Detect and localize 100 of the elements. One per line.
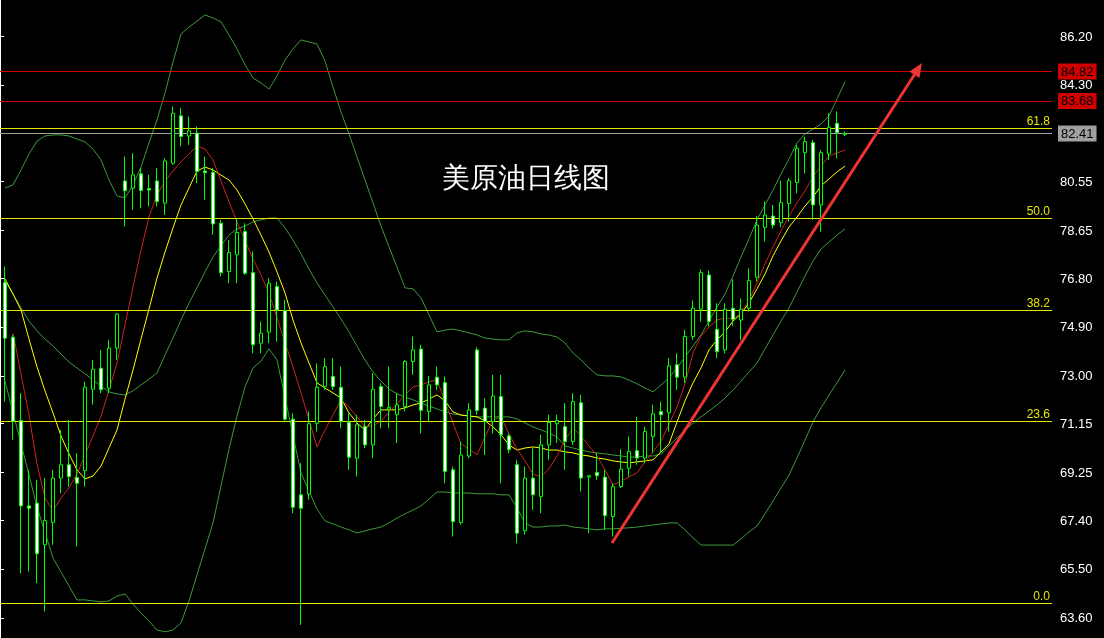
candlestick xyxy=(11,334,15,441)
candlestick xyxy=(587,474,591,534)
candlestick xyxy=(371,372,375,459)
candlestick xyxy=(603,469,607,531)
candlestick xyxy=(395,392,399,444)
y-tick-label: 84.30 xyxy=(1060,77,1093,93)
candlestick xyxy=(131,152,135,211)
candlestick xyxy=(699,268,703,323)
candlestick xyxy=(667,357,671,433)
candlestick xyxy=(403,359,407,412)
candlestick xyxy=(819,149,823,233)
candlestick xyxy=(811,139,815,221)
candlestick xyxy=(467,402,471,459)
candlestick xyxy=(75,452,79,548)
candlestick xyxy=(59,429,63,494)
candlestick xyxy=(619,448,623,489)
candlestick xyxy=(611,482,615,538)
candlestick xyxy=(539,434,543,514)
annotation: 61.8 xyxy=(1026,113,1051,128)
y-tick-label: 65.50 xyxy=(1060,561,1093,577)
candlestick xyxy=(507,432,511,454)
candlestick xyxy=(291,412,295,514)
candlestick xyxy=(379,382,383,429)
candlestick xyxy=(715,302,719,359)
candlestick xyxy=(579,394,583,492)
candlestick xyxy=(347,412,351,471)
candlestick xyxy=(515,459,519,544)
candlestick xyxy=(195,126,199,184)
y-tick-label: 86.20 xyxy=(1060,28,1093,44)
candlestick xyxy=(243,222,247,276)
candlestick xyxy=(67,419,71,488)
candlestick xyxy=(19,392,23,574)
candlestick xyxy=(43,477,47,612)
candlestick xyxy=(643,426,647,464)
candlestick xyxy=(355,414,359,478)
candlestick xyxy=(235,217,239,284)
candlestick xyxy=(499,374,503,484)
candlestick xyxy=(203,156,207,201)
line-series xyxy=(4,217,846,458)
candlestick xyxy=(339,366,343,429)
candlestick xyxy=(147,174,151,207)
y-tick-label: 63.60 xyxy=(1060,610,1093,626)
candlestick xyxy=(523,466,527,536)
y-tick-label: 71.15 xyxy=(1060,416,1093,432)
candlestick xyxy=(91,359,95,406)
candlestick xyxy=(219,219,223,278)
candlestick xyxy=(211,167,215,236)
candlestick xyxy=(387,366,391,429)
candlestick xyxy=(99,349,103,394)
candlestick xyxy=(27,469,31,573)
candlestick xyxy=(459,441,463,526)
candlestick xyxy=(843,131,847,137)
candlestick xyxy=(115,312,119,361)
candlestick xyxy=(187,116,191,146)
candlestick xyxy=(315,362,319,433)
candlestick xyxy=(107,339,111,394)
y-tick-label: 73.00 xyxy=(1060,368,1093,384)
candlestick xyxy=(443,375,447,484)
candlestick xyxy=(571,392,575,446)
candlestick xyxy=(483,397,487,456)
y-tick-label: 78.65 xyxy=(1060,222,1093,238)
candlestick xyxy=(475,346,479,416)
candlestick xyxy=(547,414,551,461)
candlestick xyxy=(35,479,39,584)
candlestick xyxy=(307,410,311,501)
candlestick xyxy=(491,374,495,434)
annotation: 23.6 xyxy=(1026,407,1051,422)
candlestick xyxy=(787,177,791,223)
candlestick xyxy=(283,299,287,423)
annotation: 38.2 xyxy=(1026,295,1051,310)
candlestick xyxy=(779,180,783,228)
annotation: 0.0 xyxy=(1033,588,1051,603)
candlestick xyxy=(171,106,175,166)
candlestick xyxy=(835,110,839,159)
candlestick xyxy=(707,270,711,327)
candlestick xyxy=(723,302,727,354)
candlestick xyxy=(595,452,599,481)
candlestick xyxy=(731,278,735,327)
candlestick xyxy=(259,321,263,354)
candlestick xyxy=(435,366,439,391)
ref-line-label: 83.68 xyxy=(1061,93,1094,109)
y-tick-label: 74.90 xyxy=(1060,319,1093,335)
candlestick xyxy=(299,462,303,626)
candlestick xyxy=(83,381,87,488)
candlestick xyxy=(227,239,231,284)
candlestick xyxy=(275,281,279,343)
ref-line-label: 84.82 xyxy=(1061,64,1094,80)
candlestick xyxy=(163,157,167,216)
candlestick xyxy=(795,144,799,194)
candlestick xyxy=(123,156,127,228)
candlestick xyxy=(635,416,639,466)
line-series xyxy=(4,348,846,633)
candlestick xyxy=(267,277,271,344)
ref-line-label: 82.41 xyxy=(1061,126,1094,142)
candlestick xyxy=(803,136,807,174)
candlestick xyxy=(755,215,759,283)
annotation: 50.0 xyxy=(1026,204,1051,219)
candlestick xyxy=(739,297,743,341)
candlestick xyxy=(659,401,663,454)
candlestick xyxy=(531,447,535,511)
